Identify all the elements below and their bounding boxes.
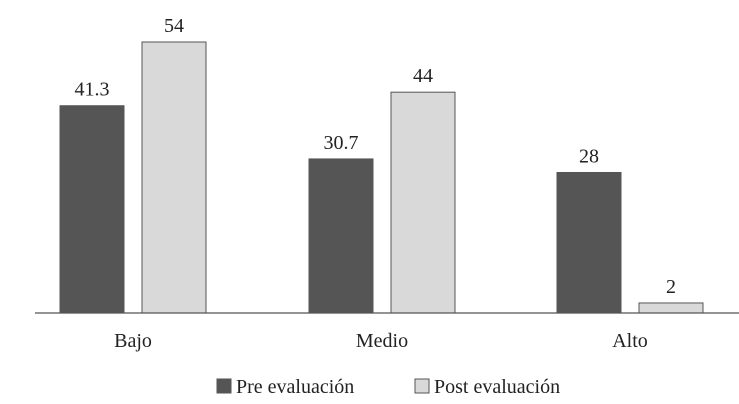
value-label-pre-medio: 30.7 — [324, 132, 359, 154]
category-label-medio: Medio — [356, 330, 408, 352]
value-label-pre-bajo: 41.3 — [75, 79, 110, 101]
legend-swatch-pre — [216, 378, 232, 394]
value-label-post-medio: 44 — [413, 65, 433, 87]
bar-pre-bajo — [59, 105, 125, 314]
legend-label-post: Post evaluación — [434, 376, 560, 398]
legend: Pre evaluación Post evaluación — [216, 376, 560, 398]
bar-post-bajo — [141, 41, 207, 314]
bar-post-medio — [390, 91, 456, 314]
category-label-alto: Alto — [612, 330, 648, 352]
category-label-bajo: Bajo — [114, 330, 152, 352]
bar-pre-medio — [308, 158, 374, 314]
value-label-pre-alto: 28 — [579, 145, 599, 167]
legend-swatch-post — [414, 378, 430, 394]
legend-label-pre: Pre evaluación — [236, 376, 354, 398]
category-labels: Bajo Medio Alto — [114, 330, 648, 352]
bars-group: 41.3 54 30.7 44 28 2 — [59, 15, 704, 314]
value-label-post-alto: 2 — [666, 276, 676, 298]
value-label-post-bajo: 54 — [164, 15, 184, 37]
bar-pre-alto — [556, 171, 622, 314]
bar-post-alto — [638, 302, 704, 314]
